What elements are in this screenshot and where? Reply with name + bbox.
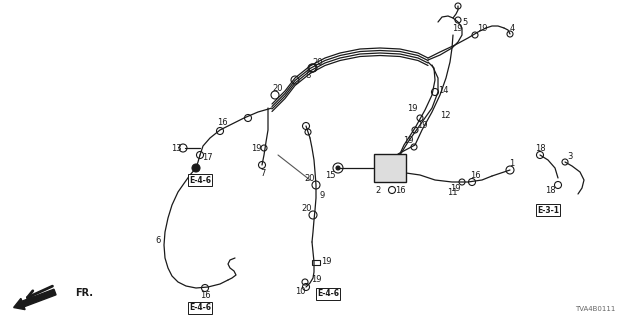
Text: E-4-6: E-4-6	[189, 303, 211, 313]
Text: 18: 18	[534, 143, 545, 153]
Text: 19: 19	[403, 135, 413, 145]
Text: TVA4B0111: TVA4B0111	[575, 306, 615, 312]
Text: 9: 9	[319, 190, 324, 199]
Text: 16: 16	[395, 186, 405, 195]
Circle shape	[336, 166, 340, 170]
Text: 8: 8	[305, 70, 310, 79]
Text: 6: 6	[156, 236, 161, 244]
Text: 3: 3	[567, 151, 573, 161]
Text: 10: 10	[295, 287, 305, 297]
Text: E-3-1: E-3-1	[537, 205, 559, 214]
FancyArrow shape	[13, 289, 56, 310]
Text: 7: 7	[260, 169, 266, 178]
Text: 20: 20	[273, 84, 284, 92]
Text: 11: 11	[447, 188, 457, 196]
Text: 17: 17	[202, 153, 212, 162]
Text: 19: 19	[251, 143, 261, 153]
Text: 15: 15	[324, 171, 335, 180]
Text: 20: 20	[305, 173, 316, 182]
Text: 12: 12	[440, 110, 451, 119]
Text: 19: 19	[311, 276, 321, 284]
Text: 14: 14	[438, 85, 448, 94]
Text: 20: 20	[313, 58, 323, 67]
Text: 20: 20	[301, 204, 312, 212]
Text: 19: 19	[477, 23, 487, 33]
Text: 13: 13	[171, 143, 181, 153]
Text: 18: 18	[545, 186, 556, 195]
Text: E-4-6: E-4-6	[189, 175, 211, 185]
Text: 19: 19	[417, 121, 428, 130]
Text: 5: 5	[462, 18, 468, 27]
Circle shape	[192, 164, 200, 172]
Text: 1: 1	[509, 158, 515, 167]
Bar	[374, 154, 406, 182]
Text: 16: 16	[470, 171, 480, 180]
Text: 19: 19	[321, 258, 332, 267]
Text: 4: 4	[509, 23, 515, 33]
Text: FR.: FR.	[75, 288, 93, 298]
Text: 16: 16	[217, 117, 227, 126]
Text: E-4-6: E-4-6	[317, 290, 339, 299]
Text: 2: 2	[376, 186, 381, 195]
Text: 19: 19	[452, 23, 462, 33]
Bar	[312, 260, 320, 265]
Text: 19: 19	[407, 103, 417, 113]
Text: 16: 16	[200, 292, 211, 300]
Text: 19: 19	[450, 183, 460, 193]
